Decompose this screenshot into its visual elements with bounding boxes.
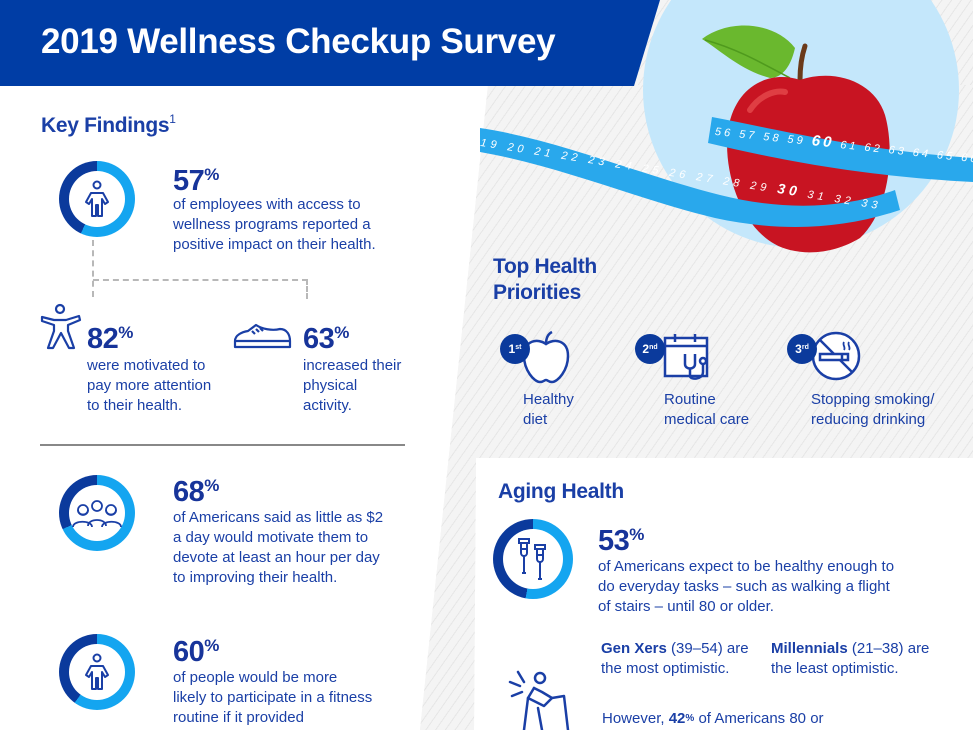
section-divider [40,444,405,446]
stat-percentage: 68% [173,476,219,508]
progress-ring-68 [59,475,135,551]
progress-ring-57 [59,161,135,237]
stat-description: of employees with access to wellness pro… [173,196,376,253]
genx-stat: Gen Xers (39–54) are the most optimistic… [601,640,749,677]
apple-icon [522,330,570,384]
connector-line [93,279,308,281]
priority-label: Stopping smoking/ reducing drinking [811,391,935,428]
hero-apple-image [476,0,973,262]
crutches-icon [518,538,546,580]
group-of-people-icon [72,500,122,528]
sneaker-icon [232,323,292,356]
footnote-marker: 1 [169,112,176,126]
stat-description: of Americans expect to be healthy enough… [598,558,895,615]
stat-percentage: 60% [173,636,219,668]
priority-label: Healthy diet [523,391,574,428]
connector-line [306,279,308,299]
stat-percentage: 82% [87,323,133,355]
stat-description: were motivated to pay more attention to … [87,357,212,414]
stat-percentage: 63% [303,323,349,355]
person-stretching-icon [40,303,82,356]
stat-description: increased their physical activity. [303,357,402,414]
calendar-stethoscope-icon [663,334,709,380]
priority-label: Routine medical care [664,391,750,428]
connector-line [92,240,94,297]
millennials-stat: Millennials (21–38) are the least optimi… [771,640,930,677]
no-smoking-icon [811,331,861,381]
person-icon [85,653,109,690]
person-icon [85,180,109,217]
key-findings-title: Key Findings1 [41,112,176,137]
priorities-title: Top Health Priorities [493,255,597,304]
however-stat: However, 42% of Americans 80 or [602,710,824,727]
progress-ring-60 [59,634,135,710]
stat-description: of people would be more likely to partic… [173,669,373,726]
stat-percentage: 53% [598,525,644,557]
header-banner [0,0,660,86]
aging-health-title: Aging Health [498,480,624,503]
aging-health-card [476,458,973,730]
page-title: 2019 Wellness Checkup Survey [41,22,556,61]
stat-percentage: 57% [173,165,219,197]
progress-ring-53 [493,519,573,599]
stat-description: of Americans said as little as $2 a day … [173,509,384,586]
elderly-person-with-walker-icon [508,668,578,730]
